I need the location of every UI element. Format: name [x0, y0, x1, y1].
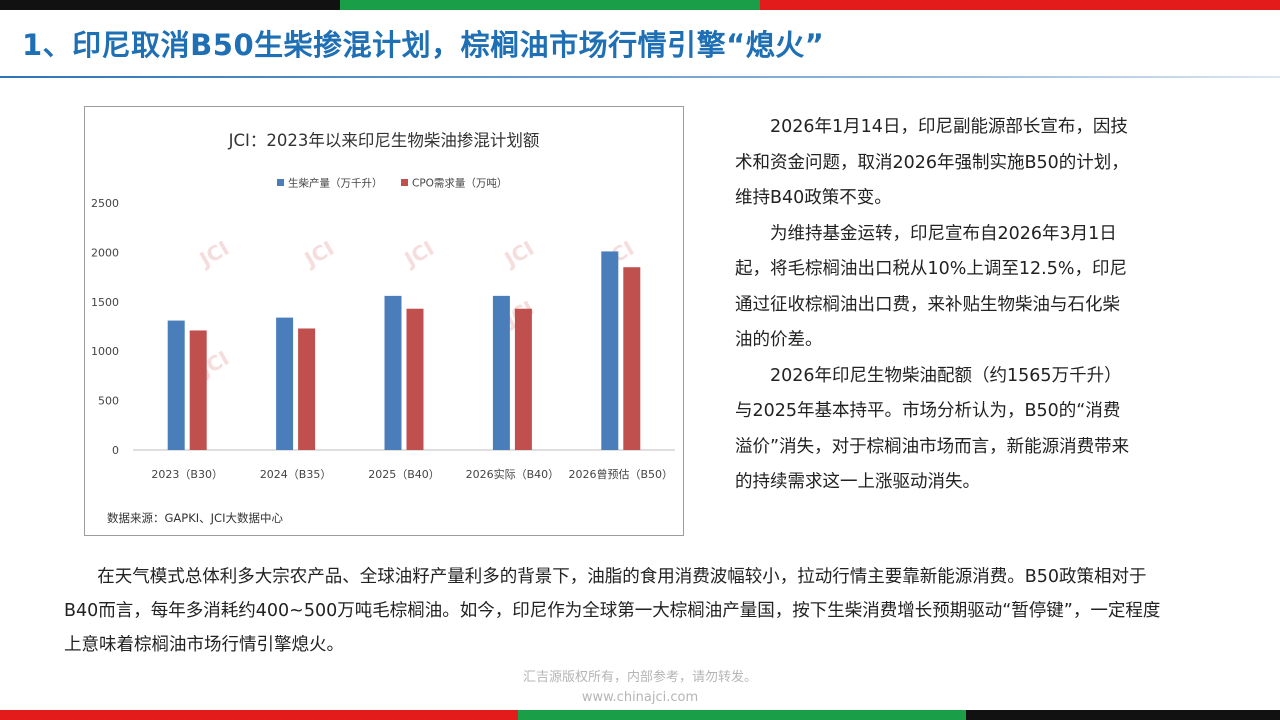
bar-cpo-1: [189, 330, 207, 450]
bar-biodiesel-5: [601, 251, 619, 450]
chart-source: 数据来源：GAPKI、JCI大数据中心: [107, 511, 283, 525]
x-tick-label: 2025（B40）: [368, 468, 440, 481]
top-color-bar: [0, 0, 1280, 10]
slide-title: 1、印尼取消B50生柴掺混计划，棕榈油市场行情引擎“熄火”: [22, 28, 825, 62]
y-tick-label: 1000: [91, 345, 119, 358]
x-tick-label: 2024（B35）: [260, 468, 332, 481]
bottom-bar-black: [966, 710, 1280, 720]
bottom-color-bar: [0, 710, 1280, 720]
y-tick-label: 2000: [91, 246, 119, 259]
chart-title: JCI：2023年以来印尼生物柴油掺混计划额: [228, 131, 540, 150]
bar-biodiesel-4: [492, 295, 510, 450]
legend-swatch-1: [277, 179, 284, 186]
bar-cpo-5: [623, 267, 641, 450]
bar-biodiesel-3: [384, 295, 402, 450]
bar-cpo-3: [406, 308, 424, 450]
y-tick-label: 1500: [91, 296, 119, 309]
title-underline: [0, 76, 1280, 78]
legend-swatch-2: [401, 179, 408, 186]
bar-cpo-4: [514, 308, 532, 450]
bottom-bar-green: [518, 710, 966, 720]
y-tick-label: 500: [98, 395, 119, 408]
y-tick-label: 2500: [91, 197, 119, 210]
watermark-1: JCI: [194, 236, 233, 273]
right-text-block: 2026年1月14日，印尼副能源部长宣布，因技术和资金问题，取消2026年强制实…: [735, 110, 1135, 501]
legend-label-2: CPO需求量（万吨）: [412, 177, 507, 190]
x-tick-label: 2023（B30）: [151, 468, 223, 481]
watermark-4: JCI: [499, 236, 538, 273]
bottom-text-block: 在天气模式总体利多大宗农产品、全球油籽产量利多的背景下，油脂的食用消费波幅较小，…: [64, 560, 1174, 662]
footer: 汇吉源版权所有，内部参考，请勿转发。 www.chinajci.com: [0, 668, 1280, 708]
watermark-2: JCI: [299, 236, 338, 273]
chart-panel: JCI：2023年以来印尼生物柴油掺混计划额生柴产量（万千升） CPO需求量（万吨…: [84, 106, 684, 536]
footer-copyright: 汇吉源版权所有，内部参考，请勿转发。: [522, 670, 757, 685]
right-paragraph-3: 2026年印尼生物柴油配额（约1565万千升）与2025年基本持平。市场分析认为…: [735, 365, 1130, 493]
top-bar-black: [0, 0, 340, 10]
bottom-bar-red: [0, 710, 518, 720]
right-paragraph-1: 2026年1月14日，印尼副能源部长宣布，因技术和资金问题，取消2026年强制实…: [735, 117, 1129, 208]
watermark-3: JCI: [399, 236, 438, 273]
y-tick-label: 0: [112, 444, 119, 457]
bar-biodiesel-2: [276, 317, 294, 450]
x-tick-label: 2026曾预估（B50）: [569, 467, 674, 481]
top-bar-red: [760, 0, 1280, 10]
right-paragraph-2: 为维持基金运转，印尼宣布自2026年3月1日起，将毛棕榈油出口税从10%上调至1…: [735, 223, 1127, 351]
bar-biodiesel-1: [167, 320, 185, 450]
x-tick-label: 2026实际（B40）: [466, 467, 560, 481]
bottom-paragraph: 在天气模式总体利多大宗农产品、全球油籽产量利多的背景下，油脂的食用消费波幅较小，…: [64, 567, 1161, 655]
top-bar-green: [340, 0, 760, 10]
bar-cpo-2: [298, 328, 316, 450]
legend-label-1: 生柴产量（万千升）: [288, 177, 383, 190]
footer-url: www.chinajci.com: [581, 690, 699, 705]
